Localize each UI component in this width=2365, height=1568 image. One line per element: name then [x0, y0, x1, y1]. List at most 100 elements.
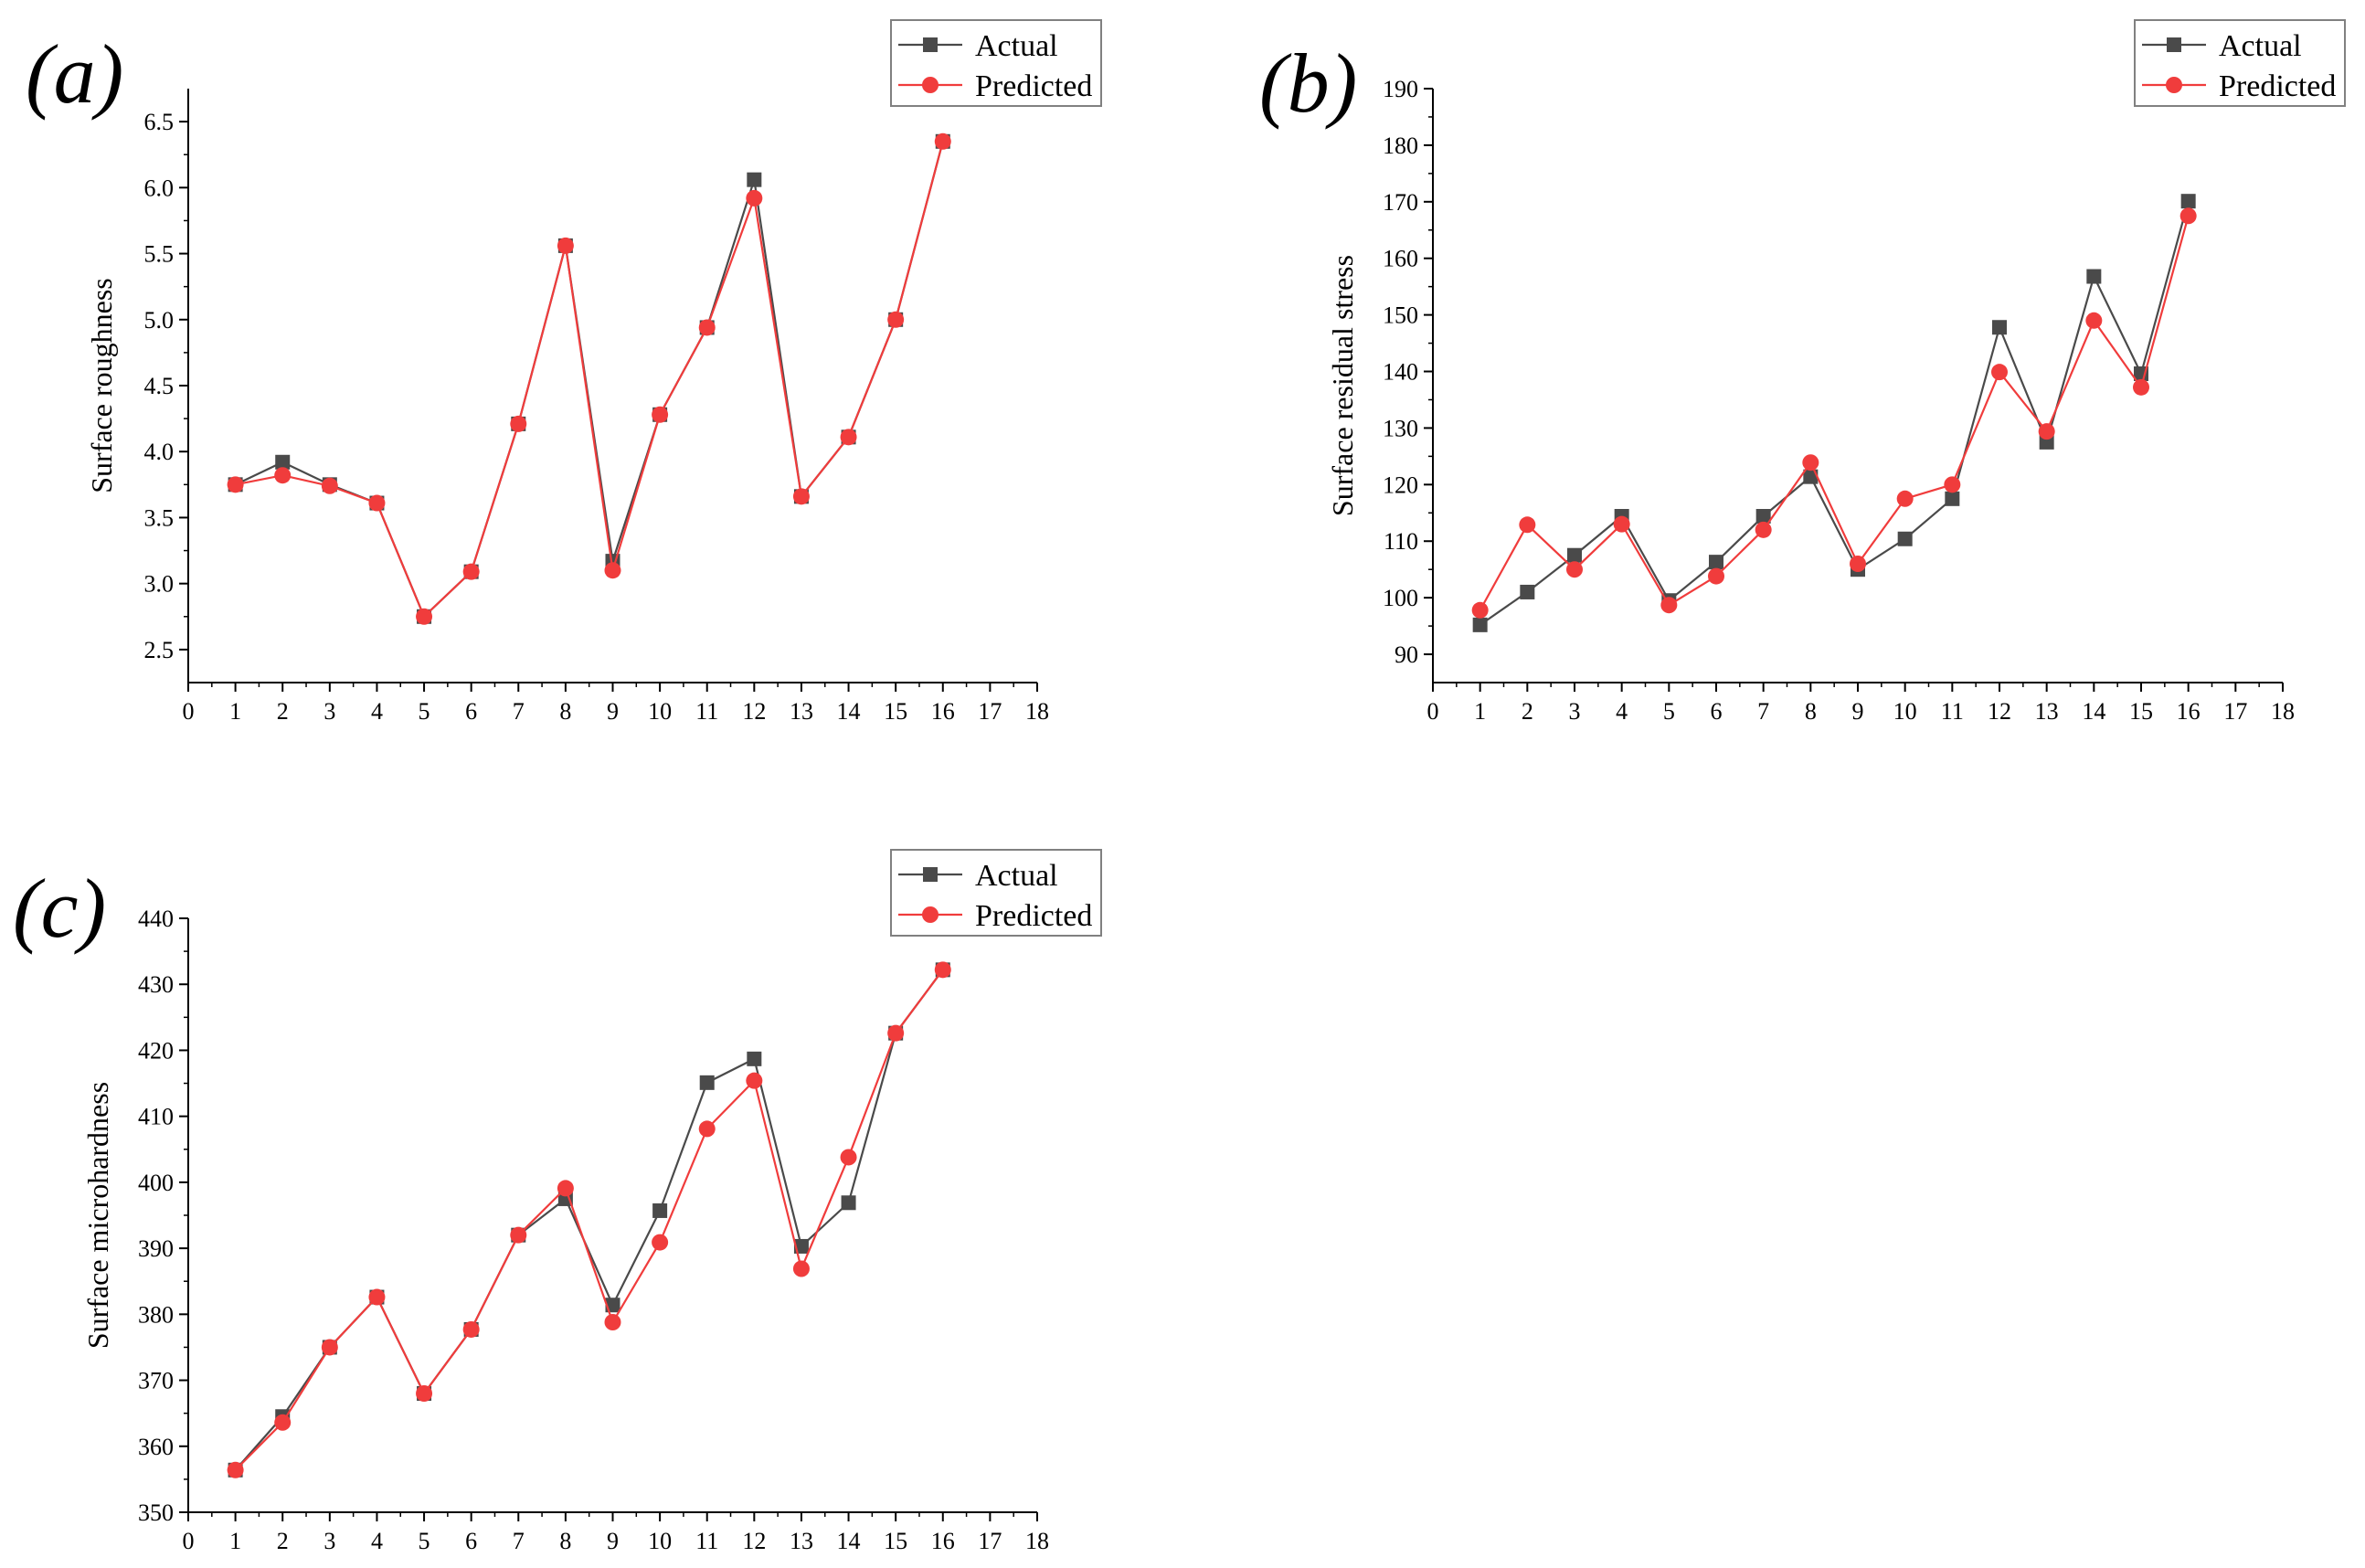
x-tick-label: 10: [648, 1528, 672, 1554]
y-tick-label: 5.0: [144, 307, 175, 334]
data-point-predicted: [746, 189, 763, 207]
x-tick-label: 6: [465, 698, 477, 725]
x-tick-label: 13: [790, 698, 813, 725]
legend-label: Actual: [975, 859, 1058, 893]
x-tick-label: 12: [742, 698, 766, 725]
x-tick-label: 0: [1427, 698, 1439, 725]
x-tick-label: 3: [323, 1528, 335, 1554]
y-tick-label: 360: [138, 1434, 174, 1460]
data-point-actual: [275, 454, 291, 470]
x-tick-label: 6: [1711, 698, 1723, 725]
x-tick-label: 12: [1988, 698, 2011, 725]
data-point-predicted: [1896, 490, 1914, 507]
data-point-predicted: [510, 415, 527, 432]
y-tick-label: 6.5: [144, 109, 175, 135]
data-point-predicted: [1755, 521, 1772, 538]
data-point-predicted: [368, 1288, 386, 1306]
x-tick-label: 18: [1025, 698, 1049, 725]
series-line-predicted: [235, 141, 944, 619]
y-tick-label: 180: [1383, 132, 1418, 159]
data-point-predicted: [887, 311, 905, 328]
x-tick-label: 16: [931, 698, 955, 725]
series-line-predicted: [1479, 215, 2190, 611]
data-point-predicted: [1660, 597, 1678, 614]
y-tick-label: 160: [1383, 246, 1418, 272]
x-tick-label: 17: [2223, 698, 2247, 725]
data-point-actual: [699, 1075, 715, 1090]
data-point-predicted: [840, 429, 857, 446]
x-tick-label: 7: [513, 698, 525, 725]
x-tick-label: 9: [1852, 698, 1864, 725]
data-point-predicted: [652, 406, 669, 423]
y-tick-label: 5.5: [144, 241, 175, 268]
data-point-actual: [1992, 320, 2007, 335]
x-tick-label: 1: [229, 698, 241, 725]
data-point-predicted: [2179, 207, 2197, 225]
legend-label: Predicted: [975, 69, 1092, 103]
x-tick-label: 18: [1025, 1528, 1049, 1554]
legend-marker-circle: [2166, 77, 2182, 93]
data-point-predicted: [698, 319, 716, 336]
data-point-predicted: [1850, 556, 1866, 572]
data-point-predicted: [462, 1320, 480, 1338]
x-tick-label: 5: [1663, 698, 1675, 725]
x-tick-label: 0: [183, 698, 195, 725]
y-axis-title: Surface residual stress: [1326, 255, 1359, 516]
x-tick-label: 14: [837, 1528, 861, 1554]
y-tick-label: 440: [138, 906, 174, 932]
x-tick-label: 16: [2177, 698, 2201, 725]
x-tick-label: 8: [559, 698, 571, 725]
y-tick-label: 4.5: [144, 373, 175, 399]
data-point-predicted: [1519, 516, 1536, 534]
y-tick-label: 410: [138, 1104, 174, 1130]
data-point-predicted: [698, 1120, 716, 1138]
y-tick-label: 110: [1384, 528, 1418, 555]
data-point-predicted: [746, 1072, 763, 1089]
x-tick-label: 17: [978, 1528, 1002, 1554]
data-point-predicted: [2038, 423, 2055, 440]
data-point-predicted: [840, 1149, 857, 1166]
series-line-predicted: [234, 969, 944, 1471]
x-tick-label: 14: [2082, 698, 2105, 725]
x-tick-label: 1: [1474, 698, 1486, 725]
data-point-predicted: [1471, 601, 1489, 619]
data-point-actual: [605, 1298, 620, 1313]
data-point-predicted: [792, 488, 810, 505]
legend-label: Actual: [975, 29, 1058, 63]
x-tick-label: 16: [931, 1528, 955, 1554]
legend-label: Predicted: [2219, 69, 2336, 103]
y-tick-label: 120: [1383, 471, 1418, 498]
x-tick-label: 15: [2129, 698, 2153, 725]
x-tick-label: 1: [229, 1528, 241, 1554]
x-tick-label: 5: [419, 698, 430, 725]
x-tick-label: 3: [1569, 698, 1581, 725]
y-tick-label: 350: [138, 1499, 174, 1526]
x-tick-label: 10: [1893, 698, 1917, 725]
legend-label: Actual: [2219, 29, 2302, 63]
data-point-actual: [841, 1195, 856, 1211]
y-axis-title: Surface roughness: [85, 278, 118, 493]
y-tick-label: 170: [1383, 189, 1418, 216]
chart-panel-c: 0 1 2 3 4 5 6 7 8 9 10 11 12 13 14 15 16 17 18350360370380…: [13, 849, 1102, 1554]
data-point-actual: [1755, 509, 1771, 524]
data-point-predicted: [274, 1414, 292, 1431]
x-tick-label: 13: [2035, 698, 2059, 725]
data-point-predicted: [557, 1180, 574, 1197]
x-tick-label: 5: [419, 1528, 430, 1554]
y-tick-label: 400: [138, 1170, 174, 1196]
x-tick-label: 10: [648, 698, 672, 725]
x-tick-label: 2: [277, 1528, 289, 1554]
data-point-actual: [747, 172, 762, 187]
data-point-actual: [1567, 547, 1582, 563]
data-point-actual: [1897, 531, 1913, 546]
data-point-predicted: [934, 132, 951, 150]
data-point-predicted: [274, 467, 292, 484]
data-point-actual: [1945, 491, 1960, 506]
y-axis-title: Surface microhardness: [81, 1082, 114, 1349]
series-line-actual: [1479, 200, 2190, 626]
data-point-actual: [1472, 617, 1488, 632]
y-tick-label: 140: [1383, 359, 1418, 386]
y-tick-label: 100: [1383, 585, 1418, 611]
x-tick-label: 11: [1941, 698, 1964, 725]
x-tick-label: 4: [371, 1528, 383, 1554]
